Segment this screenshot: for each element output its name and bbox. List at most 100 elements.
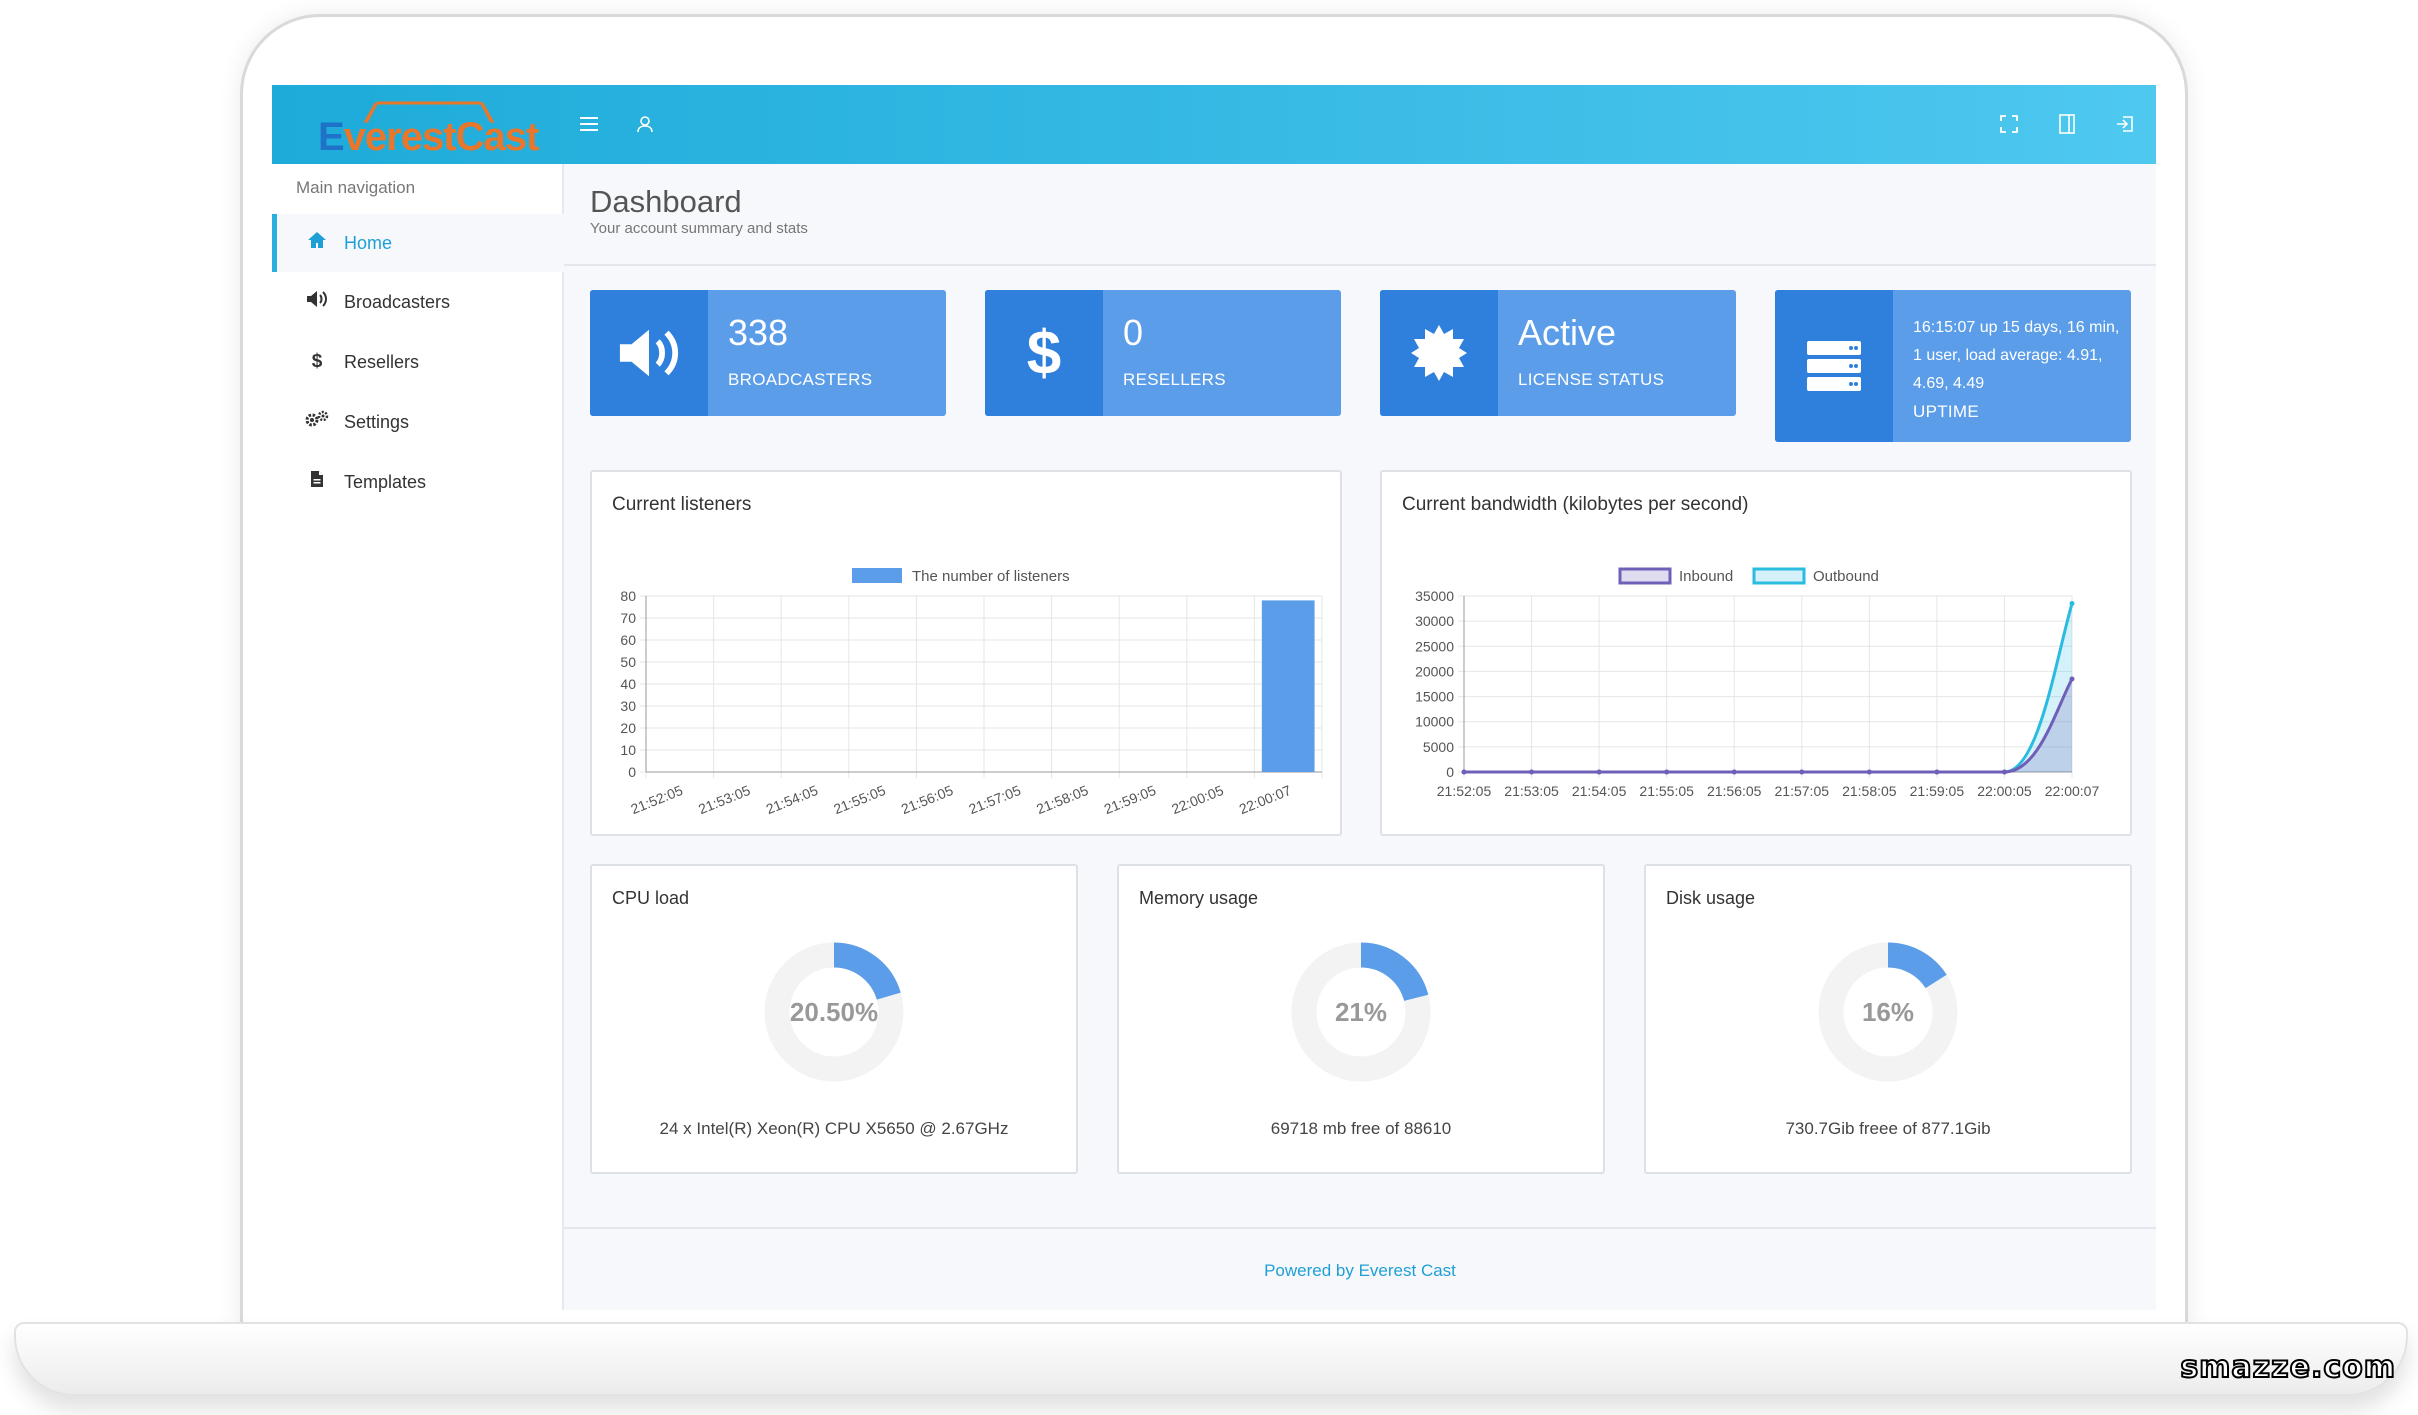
page-title: Dashboard (590, 184, 742, 219)
panel-title: Disk usage (1666, 888, 1756, 908)
x-tick-label: 21:52:05 (1437, 783, 1492, 799)
series-line (1464, 678, 2074, 774)
layout-icon[interactable] (2052, 109, 2082, 139)
x-tick-label: 21:55:05 (831, 782, 888, 817)
sidebar-item-label: Settings (344, 411, 410, 432)
panel-title: CPU load (612, 888, 690, 908)
stat-value: 338 (728, 312, 789, 353)
dollar-icon: $ (311, 351, 323, 372)
data-point (1934, 769, 1940, 775)
x-tick-label: 22:00:07 (2045, 783, 2100, 799)
footer-link[interactable]: Powered by Everest Cast (564, 1227, 2156, 1310)
stat-card-broadcasters[interactable]: 338 BROADCASTERS (590, 290, 946, 416)
sidebar-item-label: Home (344, 232, 393, 253)
legend-swatch (1618, 567, 1672, 585)
y-tick-label: 0 (1446, 764, 1454, 780)
y-tick-label: 20000 (1415, 663, 1454, 679)
server-icon (1775, 290, 1893, 442)
sidebar: Main navigation Home Broadcasters $ Rese… (272, 164, 567, 1310)
x-tick-label: 21:53:05 (696, 782, 753, 817)
cpu-panel: CPU load 20.50% 24 x Intel(R) Xeon(R) CP… (590, 864, 1078, 1174)
legend-swatch (1752, 567, 1806, 585)
x-tick-label: 21:57:05 (1775, 783, 1830, 799)
sidebar-item-resellers[interactable]: $ Resellers (272, 333, 562, 391)
stat-label: LICENSE STATUS (1518, 370, 1665, 389)
hamburger-icon[interactable] (574, 109, 604, 139)
cpu-gauge: 20.50% (764, 942, 904, 1082)
sidebar-item-broadcasters[interactable]: Broadcasters (272, 273, 562, 331)
sidebar-title: Main navigation (296, 178, 416, 197)
logo[interactable]: EverestCast (318, 115, 539, 159)
x-tick-label: 21:58:05 (1842, 783, 1897, 799)
y-tick-label: 60 (620, 632, 636, 648)
x-tick-label: 21:54:05 (764, 782, 821, 817)
data-point (2001, 769, 2007, 775)
stat-label: UPTIME (1913, 402, 1980, 421)
fullscreen-icon[interactable] (1994, 109, 2024, 139)
sidebar-item-label: Resellers (344, 351, 420, 372)
gauge-arc (1887, 942, 1947, 989)
x-tick-label: 21:56:05 (1707, 783, 1762, 799)
x-tick-label: 21:53:05 (1504, 783, 1559, 799)
app-screen: EverestCast Main navigation Home (272, 85, 2156, 1310)
y-tick-label: 50 (620, 654, 636, 670)
sidebar-item-label: Templates (344, 471, 427, 492)
sidebar-item-label: Broadcasters (344, 291, 451, 312)
y-tick-label: 30000 (1415, 613, 1454, 629)
user-icon[interactable] (630, 109, 660, 139)
bandwidth-chart: 0 5000 10000 15000 20000 25000 30000 35000 21:52… (1415, 567, 2100, 799)
x-tick-label: 22:00:05 (1977, 783, 2032, 799)
watermark: smazze.com (2179, 1349, 2396, 1386)
legend-label: The number of listeners (912, 568, 1070, 585)
y-tick-label: 30 (620, 698, 636, 714)
gauge-caption: 24 x Intel(R) Xeon(R) CPU X5650 @ 2.67GH… (659, 1119, 1009, 1138)
data-point (1799, 769, 1805, 775)
main-content: Dashboard Your account summary and stats… (564, 164, 2156, 1310)
gauge-value: 20.50% (790, 997, 878, 1027)
top-bar: EverestCast (272, 85, 2156, 164)
gauge-arc (1360, 942, 1429, 1002)
y-tick-label: 80 (620, 588, 636, 604)
x-tick-label: 21:56:05 (899, 782, 956, 817)
listeners-chart: 0 10 20 30 40 50 60 70 80 21:52:05 21:53:05 21:54:0… (620, 568, 1323, 817)
sidebar-item-settings[interactable]: Settings (272, 393, 562, 451)
data-point (1664, 769, 1670, 775)
panel-title: Memory usage (1139, 888, 1259, 908)
y-tick-label: 40 (620, 676, 636, 692)
x-tick-label: 22:00:07 (1237, 782, 1294, 817)
stat-card-license[interactable]: Active LICENSE STATUS (1380, 290, 1736, 416)
data-point (2069, 601, 2075, 607)
y-tick-label: 70 (620, 610, 636, 626)
x-tick-label: 21:52:05 (628, 782, 685, 817)
x-tick-label: 21:59:05 (1102, 782, 1159, 817)
y-tick-label: 5000 (1423, 739, 1454, 755)
sidebar-item-templates[interactable]: Templates (272, 453, 562, 511)
disk-gauge: 16% (1818, 942, 1958, 1082)
x-tick-label: 21:54:05 (1572, 783, 1627, 799)
legend-swatch (852, 568, 902, 583)
memory-panel: Memory usage 21% 69718 mb free of 88610 (1117, 864, 1605, 1174)
dollar-icon: $ (985, 290, 1103, 416)
home-icon (304, 231, 330, 255)
stat-card-resellers[interactable]: $ 0 RESELLERS (985, 290, 1341, 416)
volume-icon (304, 290, 330, 314)
gauge-caption: 730.7Gib freee of 877.1Gib (1785, 1119, 1991, 1138)
stat-value: Active (1518, 312, 1617, 353)
y-tick-label: 35000 (1415, 588, 1454, 604)
sidebar-item-home[interactable]: Home (272, 214, 567, 272)
gauge-value: 21% (1335, 997, 1387, 1027)
x-tick-label: 22:00:05 (1169, 782, 1226, 817)
certificate-icon (1380, 290, 1498, 416)
y-tick-label: 10000 (1415, 714, 1454, 730)
stat-card-uptime[interactable]: 16:15:07 up 15 days, 16 min, 1 user, loa… (1775, 290, 2131, 442)
data-point (1461, 769, 1467, 775)
x-tick-label: 21:55:05 (1639, 783, 1694, 799)
x-tick-label: 21:58:05 (1034, 782, 1091, 817)
data-point (2069, 676, 2075, 682)
logout-icon[interactable] (2110, 109, 2140, 139)
gauge-caption: 69718 mb free of 88610 (1270, 1119, 1452, 1138)
stat-label: RESELLERS (1123, 370, 1226, 389)
panel-title: Current listeners (612, 494, 752, 515)
legend-label: Outbound (1813, 568, 1879, 585)
x-tick-label: 21:59:05 (1910, 783, 1965, 799)
